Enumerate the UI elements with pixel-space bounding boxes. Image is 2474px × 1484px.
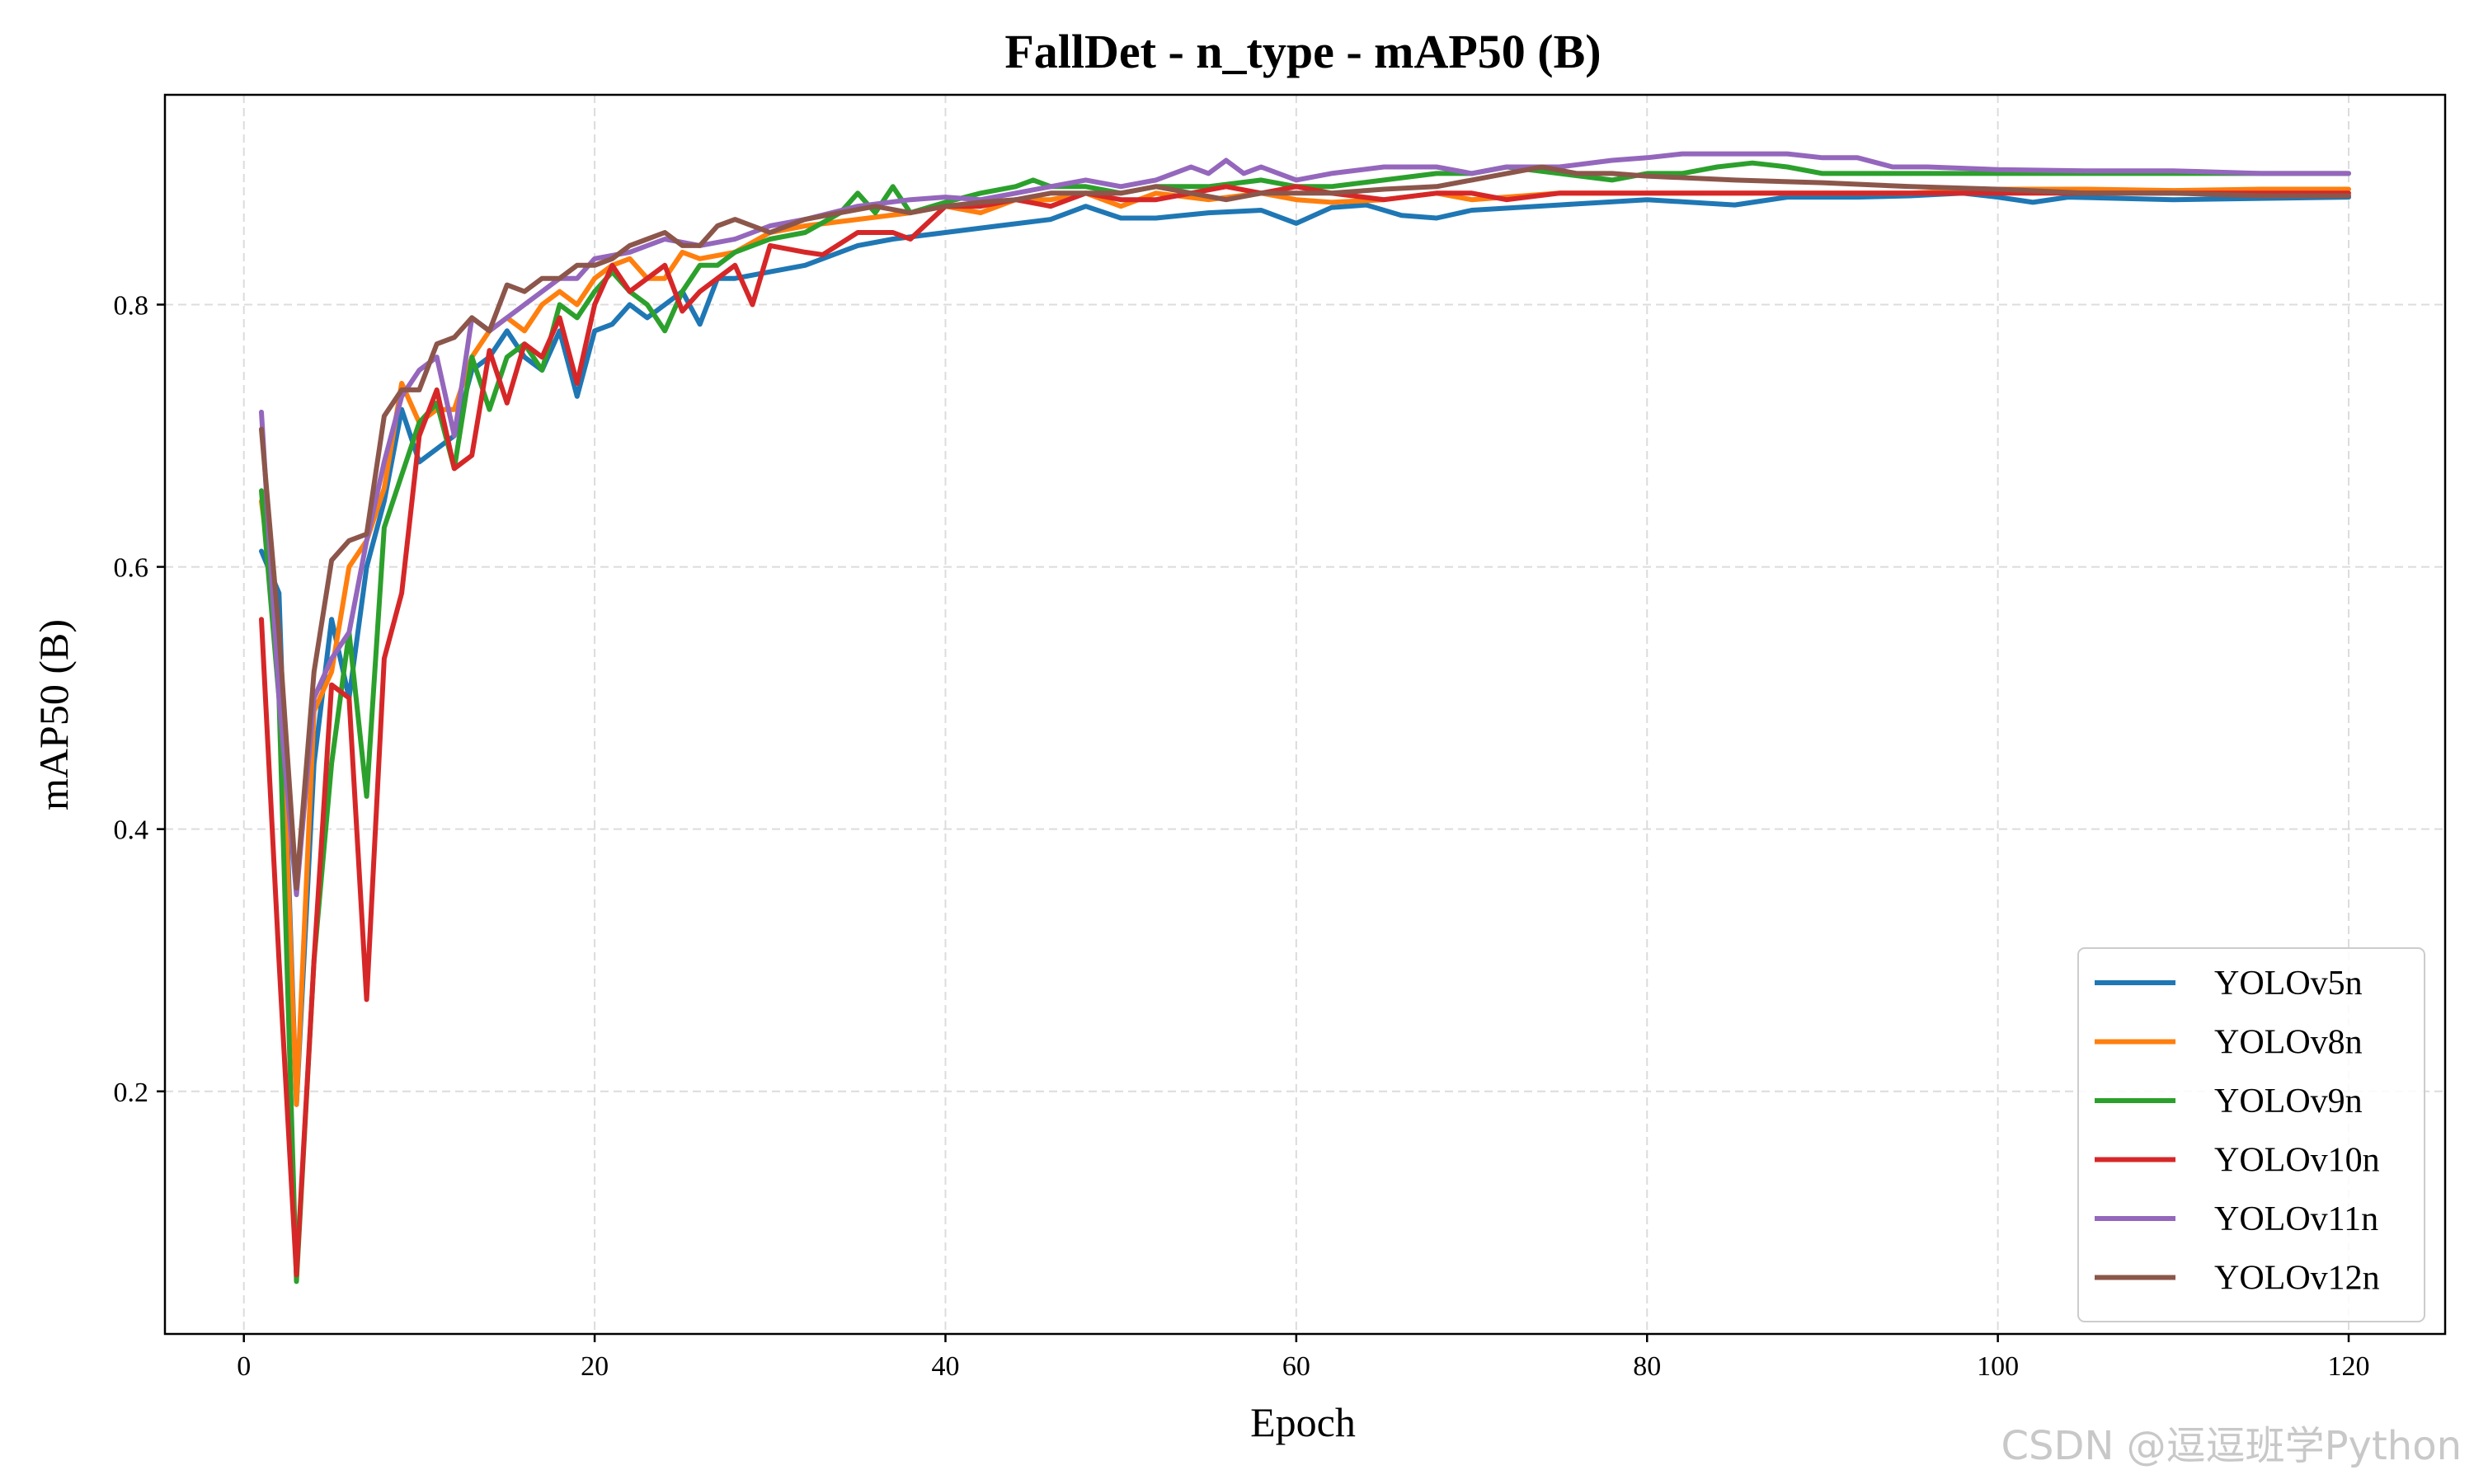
series-lines bbox=[259, 151, 2351, 1284]
axis-ticks: 0 20 40 60 80 100 120 0.2 0.4 0.6 0.8 bbox=[114, 290, 2370, 1382]
series-line-yolov5n bbox=[259, 190, 2351, 1107]
y-tick-label: 0.2 bbox=[114, 1078, 149, 1108]
y-tick-label: 0.6 bbox=[114, 553, 149, 584]
chart-title: FallDet - n_type - mAP50 (B) bbox=[1004, 25, 1601, 78]
y-tick-label: 0.8 bbox=[114, 290, 149, 321]
watermark: CSDN @逗逗班学Python bbox=[2001, 1423, 2462, 1469]
x-tick-label: 100 bbox=[1977, 1351, 2019, 1382]
x-tick-label: 80 bbox=[1633, 1351, 1661, 1382]
x-tick-label: 120 bbox=[2328, 1351, 2370, 1382]
x-tick-label: 0 bbox=[237, 1351, 251, 1382]
legend-label: YOLOv5n bbox=[2214, 965, 2363, 1003]
series-line-yolov10n bbox=[259, 184, 2351, 1278]
legend-label: YOLOv12n bbox=[2214, 1260, 2380, 1298]
x-tick-label: 20 bbox=[581, 1351, 609, 1382]
legend: YOLOv5n YOLOv8n YOLOv9n YOLOv10n YOLOv11n YOL… bbox=[2077, 947, 2425, 1322]
y-tick-label: 0.4 bbox=[114, 815, 149, 846]
series-line-yolov11n bbox=[259, 151, 2351, 898]
x-tick-label: 40 bbox=[931, 1351, 959, 1382]
legend-label: YOLOv10n bbox=[2214, 1142, 2380, 1180]
legend-label: YOLOv11n bbox=[2214, 1200, 2378, 1238]
x-axis-label: Epoch bbox=[1250, 1399, 1356, 1445]
series-line-yolov12n bbox=[259, 164, 2351, 891]
x-tick-label: 60 bbox=[1282, 1351, 1310, 1382]
legend-label: YOLOv9n bbox=[2214, 1082, 2363, 1120]
legend-label: YOLOv8n bbox=[2214, 1024, 2363, 1062]
y-axis-label: mAP50 (B) bbox=[31, 619, 77, 810]
plot-frame bbox=[163, 93, 2447, 1336]
